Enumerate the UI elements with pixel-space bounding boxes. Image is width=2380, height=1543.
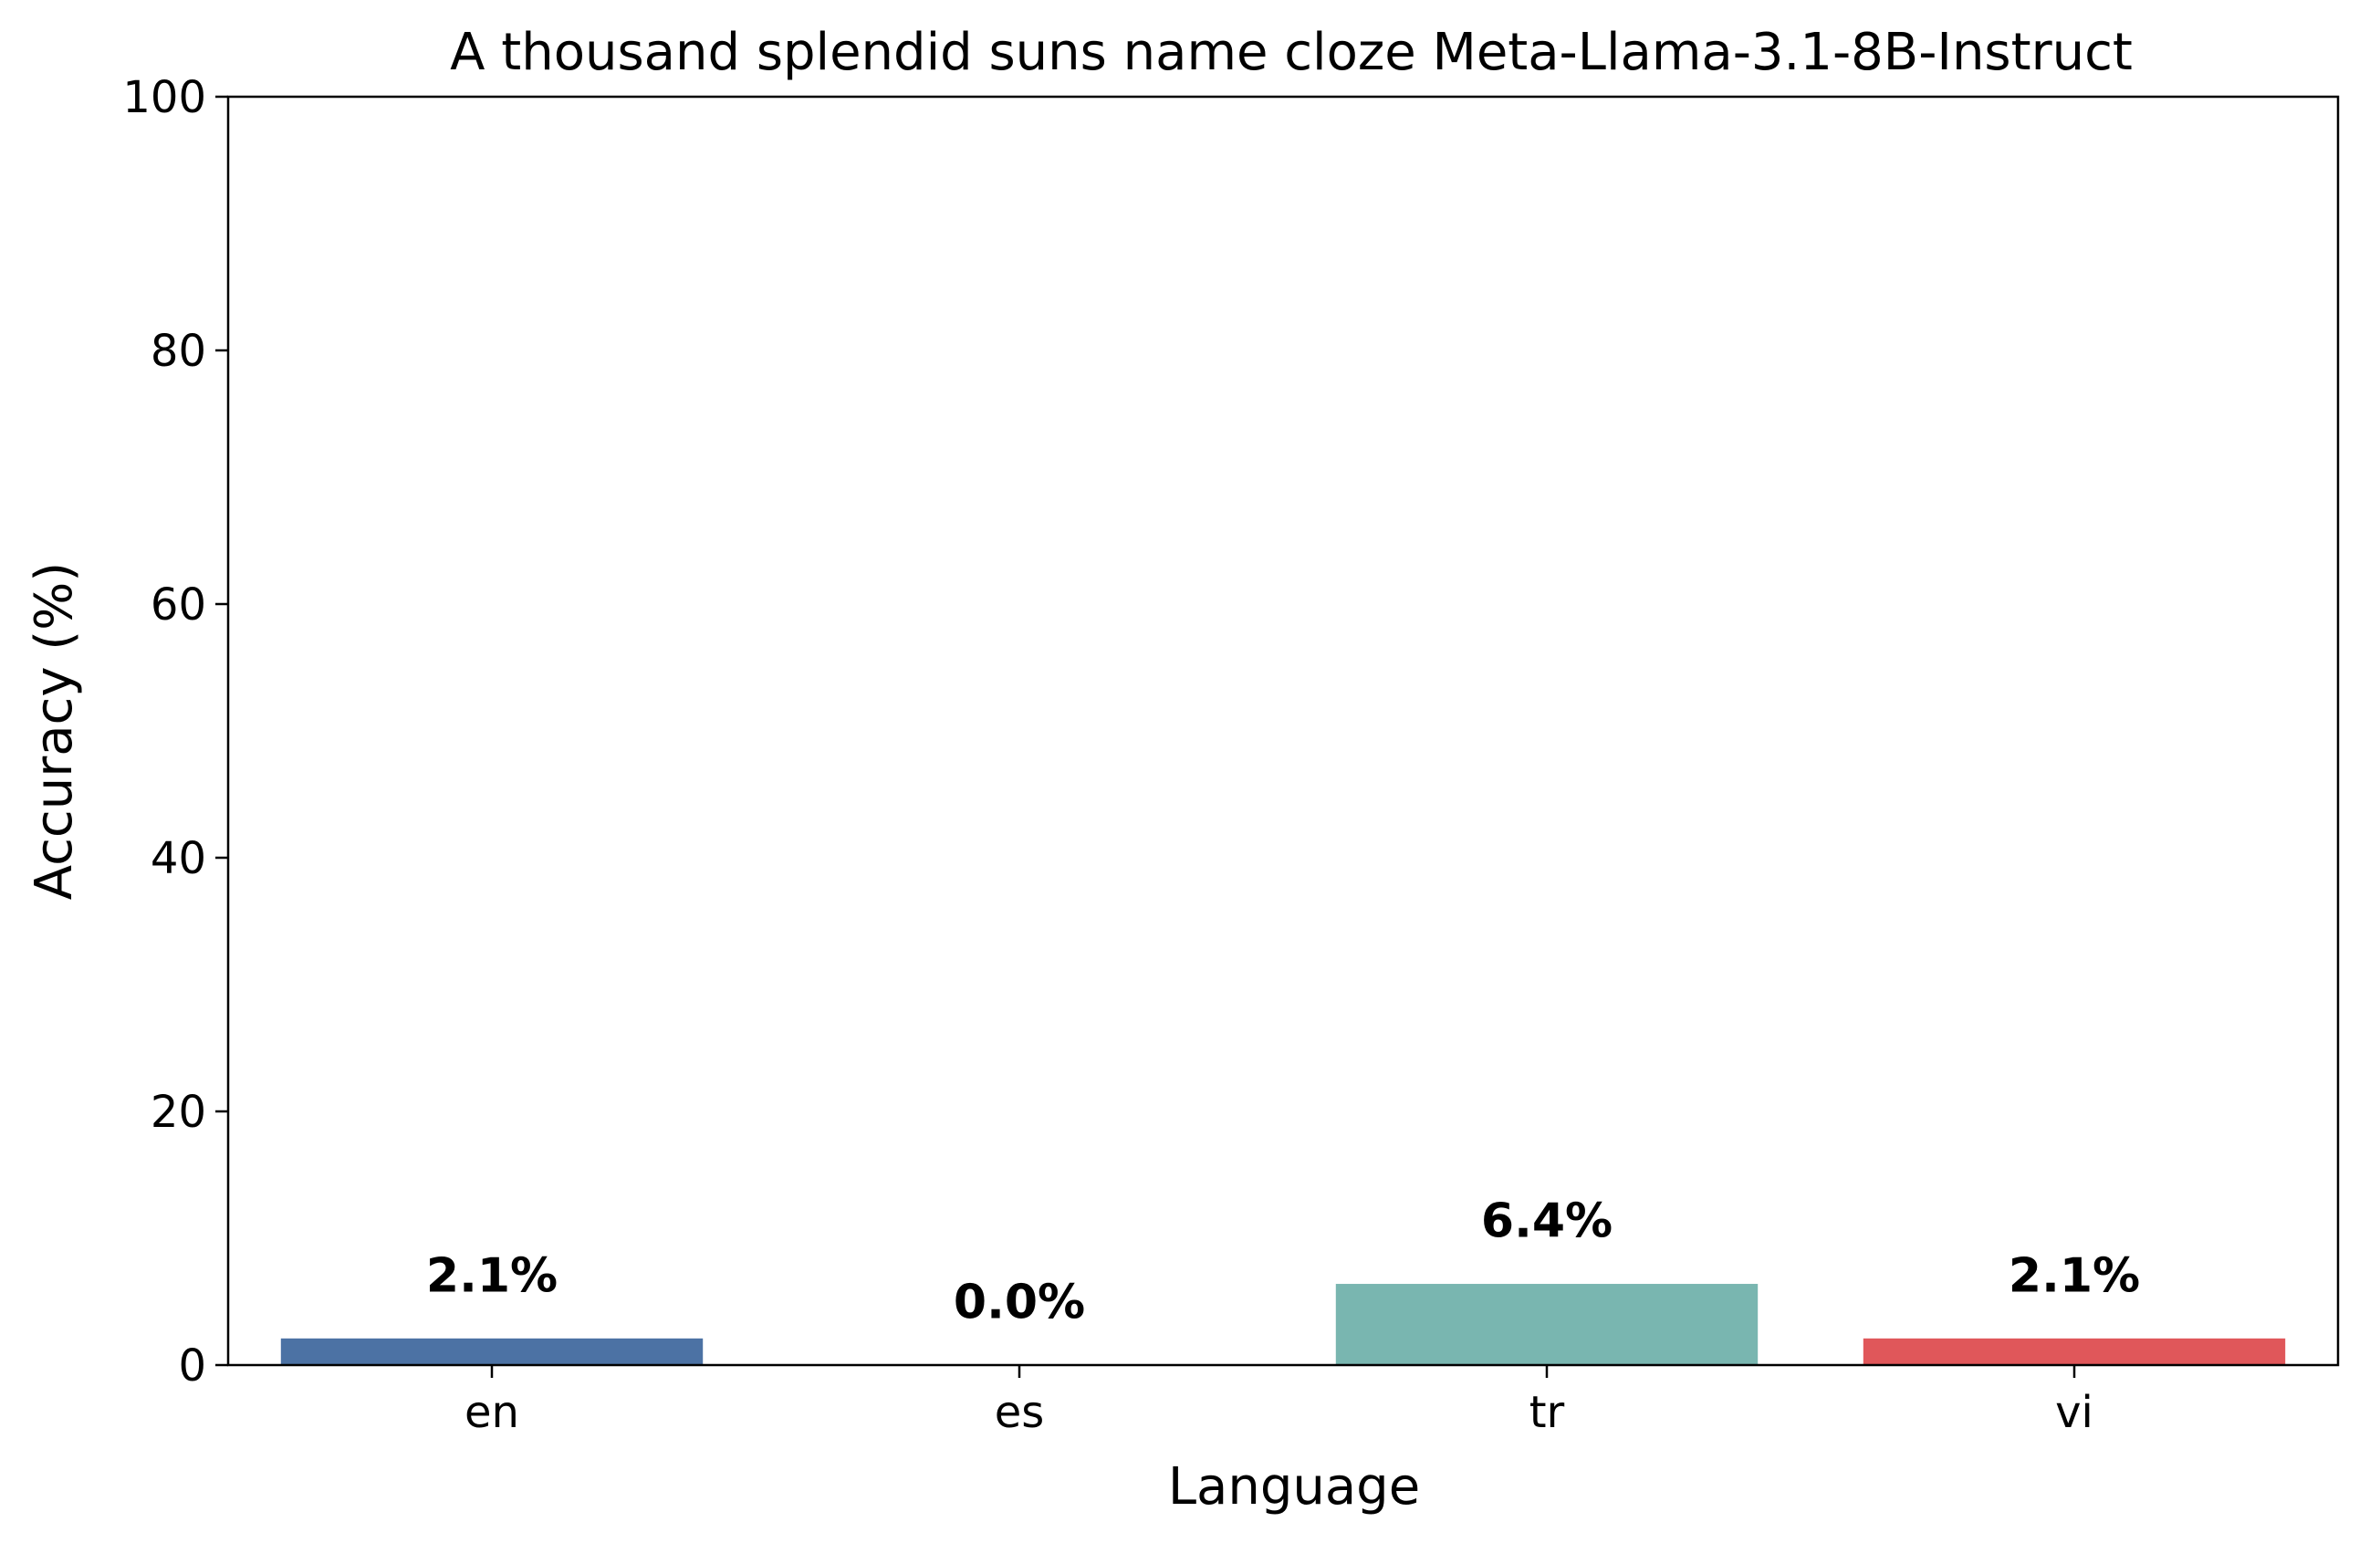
plot-frame xyxy=(226,95,2340,1367)
bar-tr xyxy=(1335,1284,1759,1365)
bar-value-label-es: 0.0% xyxy=(954,1276,1085,1330)
bar-value-label-tr: 6.4% xyxy=(1481,1194,1613,1249)
y-axis-label: Accuracy (%) xyxy=(25,562,84,900)
x-tick-label-es: es xyxy=(995,1387,1045,1438)
bar-value-label-en: 2.1% xyxy=(426,1248,558,1303)
y-tick-label: 0 xyxy=(178,1340,206,1392)
x-axis-label: Language xyxy=(1168,1457,1420,1517)
x-tick-label-tr: tr xyxy=(1529,1387,1565,1438)
bar-vi xyxy=(1863,1338,2286,1365)
y-tick-label: 100 xyxy=(122,72,206,123)
x-axis-ticks: en es tr vi xyxy=(465,1365,2093,1438)
y-tick-label: 60 xyxy=(151,579,206,631)
y-tick-label: 40 xyxy=(151,833,206,884)
y-tick-label: 20 xyxy=(151,1087,206,1138)
bar-value-label-vi: 2.1% xyxy=(2009,1248,2140,1303)
bar-value-labels: 2.1% 0.0% 6.4% 2.1% xyxy=(426,1194,2140,1330)
chart-title: A thousand splendid suns name cloze Meta… xyxy=(450,23,2133,82)
bar-en xyxy=(280,1338,704,1365)
x-tick-label-en: en xyxy=(465,1387,519,1438)
x-tick-label-vi: vi xyxy=(2055,1387,2093,1438)
y-tick-label: 80 xyxy=(151,326,206,377)
bars xyxy=(280,1284,2286,1365)
y-axis-ticks: 0 20 40 60 80 100 xyxy=(122,72,228,1392)
